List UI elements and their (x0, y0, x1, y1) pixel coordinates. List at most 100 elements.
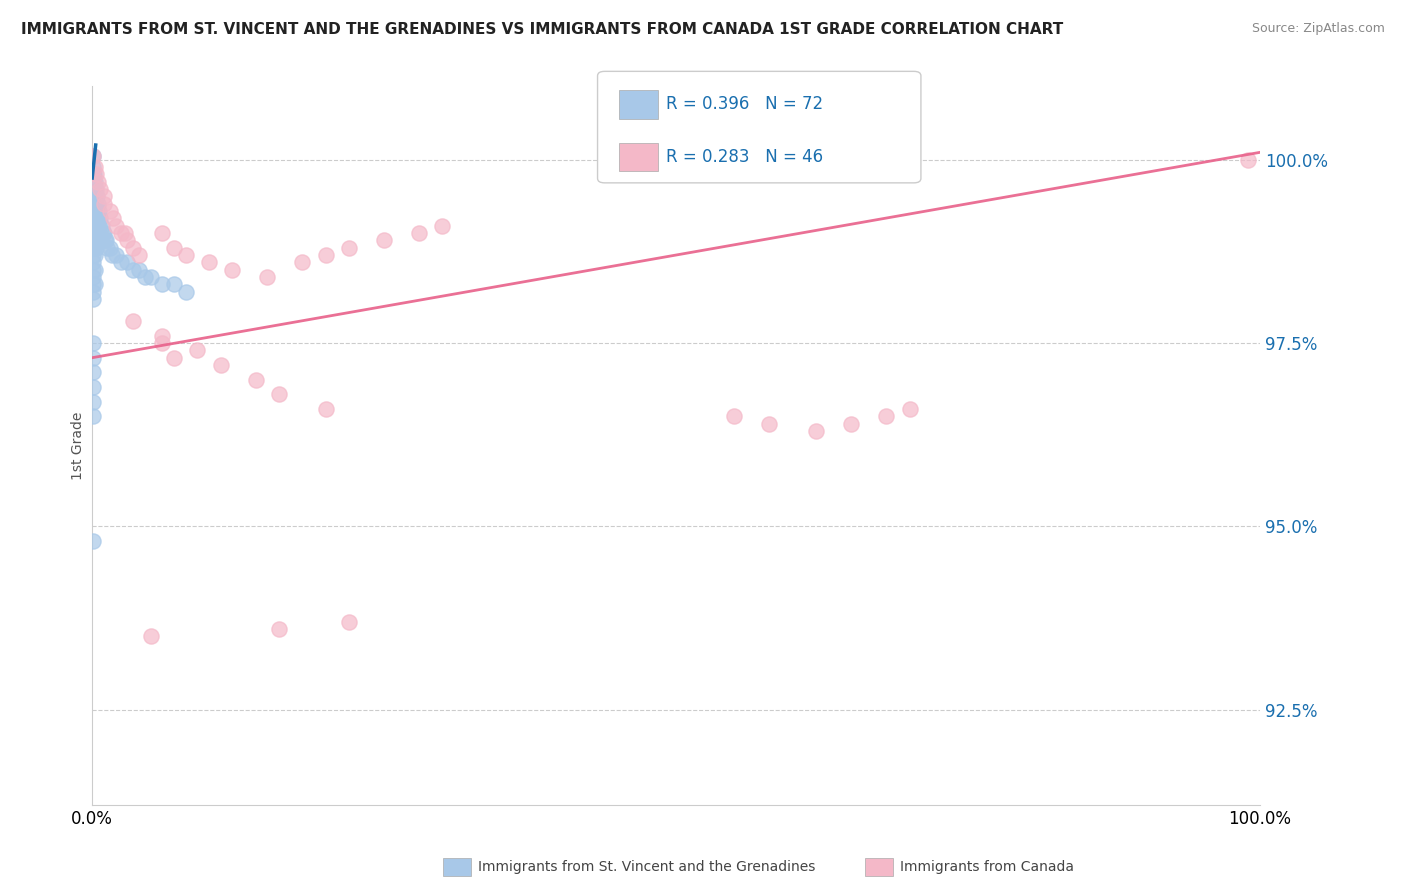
Point (122, 241, 145, 255)
Point (83, 189, 105, 203)
Point (315, 402, 337, 417)
Point (291, 255, 314, 269)
Point (267, 622, 290, 636)
Point (315, 248, 337, 262)
Point (87, 211, 110, 226)
Point (82, 285, 104, 299)
Point (83, 241, 105, 255)
Point (115, 255, 138, 269)
Point (82, 149, 104, 163)
Point (256, 270, 278, 285)
Point (83, 219, 105, 233)
Point (84, 196, 107, 211)
Point (86, 219, 108, 233)
Point (163, 351, 186, 365)
Point (163, 241, 186, 255)
Point (408, 226, 430, 240)
Point (83, 262, 105, 277)
Point (96, 233, 118, 247)
Point (82, 351, 104, 365)
Point (82, 292, 104, 306)
Point (82, 380, 104, 394)
Point (174, 285, 197, 299)
Text: Immigrants from Canada: Immigrants from Canada (900, 860, 1074, 874)
Point (82, 534, 104, 549)
Point (122, 262, 145, 277)
Point (114, 226, 136, 240)
Point (804, 424, 827, 438)
Point (82, 189, 104, 203)
Point (82, 211, 104, 226)
Point (128, 248, 150, 262)
Point (373, 233, 395, 247)
Point (139, 629, 162, 643)
Point (84, 241, 107, 255)
Text: R = 0.396   N = 72: R = 0.396 N = 72 (666, 95, 824, 113)
Point (221, 262, 243, 277)
Point (875, 409, 897, 424)
Point (96, 241, 118, 255)
Point (82, 226, 104, 240)
Point (91, 226, 114, 240)
Point (89, 182, 111, 196)
Point (758, 417, 780, 431)
Point (90, 219, 112, 233)
Point (83, 226, 105, 240)
Point (89, 211, 111, 226)
Point (104, 248, 127, 262)
Point (89, 219, 111, 233)
Text: Immigrants from St. Vincent and the Grenadines: Immigrants from St. Vincent and the Gren… (478, 860, 815, 874)
Point (84, 167, 107, 181)
Point (86, 189, 108, 203)
Point (1237, 153, 1260, 167)
Point (82, 149, 104, 163)
Y-axis label: 1st Grade: 1st Grade (72, 411, 86, 480)
Text: Source: ZipAtlas.com: Source: ZipAtlas.com (1251, 22, 1385, 36)
Point (84, 182, 107, 196)
Point (98, 241, 121, 255)
Point (83, 196, 105, 211)
Point (115, 233, 138, 247)
Point (83, 167, 105, 181)
Point (209, 358, 232, 372)
Point (110, 255, 132, 269)
Point (150, 328, 173, 343)
Point (104, 219, 127, 233)
Point (82, 175, 104, 189)
Point (83, 175, 105, 189)
Point (839, 417, 862, 431)
Point (89, 204, 111, 219)
Point (93, 226, 115, 240)
Point (128, 262, 150, 277)
Point (337, 241, 360, 255)
Point (93, 189, 115, 203)
Point (122, 314, 145, 328)
Point (83, 277, 105, 292)
Point (83, 160, 105, 174)
Point (174, 248, 197, 262)
Point (98, 204, 121, 219)
Point (86, 204, 108, 219)
Point (82, 365, 104, 379)
Text: R = 0.283   N = 46: R = 0.283 N = 46 (666, 148, 824, 166)
Point (84, 211, 107, 226)
Point (134, 270, 156, 285)
Point (83, 233, 105, 247)
Point (163, 277, 186, 292)
Point (150, 277, 173, 292)
Point (82, 182, 104, 196)
Point (82, 196, 104, 211)
Point (139, 270, 162, 285)
Point (84, 226, 107, 240)
Point (83, 204, 105, 219)
Point (186, 343, 208, 358)
Point (198, 255, 221, 269)
Point (110, 226, 132, 240)
Point (723, 409, 745, 424)
Point (83, 248, 105, 262)
Point (82, 233, 104, 247)
Point (82, 336, 104, 351)
Point (82, 409, 104, 424)
Point (267, 387, 290, 401)
Point (337, 615, 360, 629)
